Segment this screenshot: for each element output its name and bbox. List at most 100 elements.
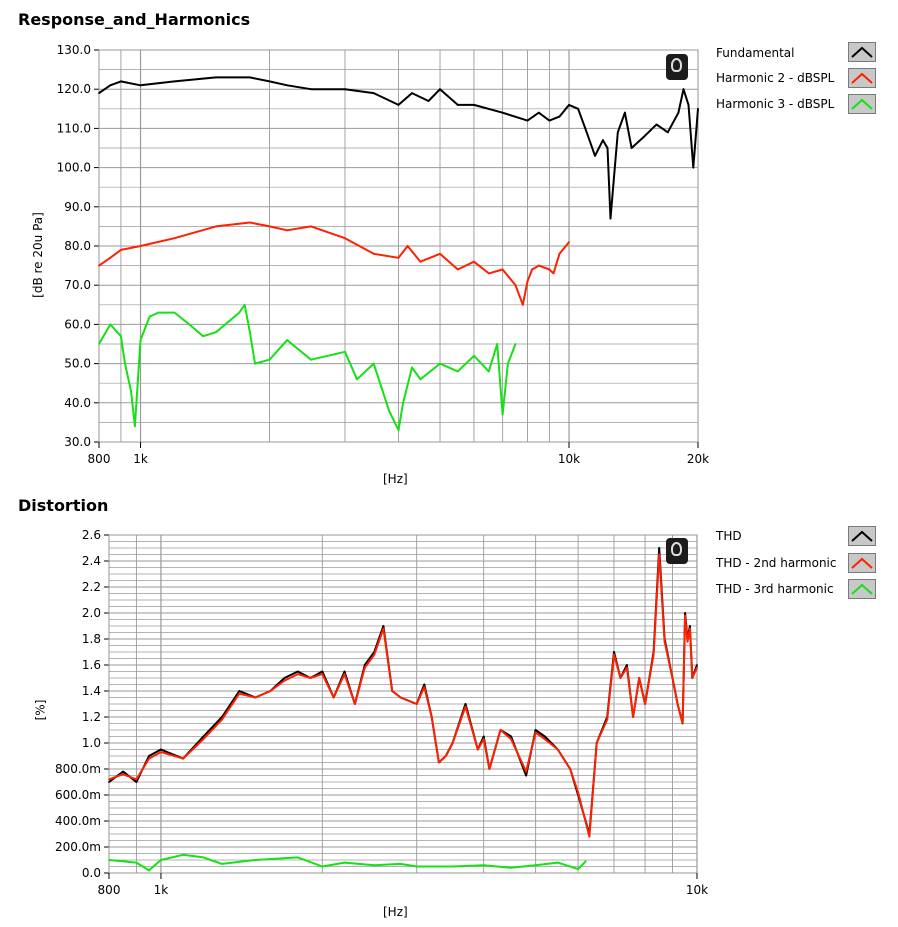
data-point [139,84,142,87]
data-point [332,696,335,699]
data-point [456,370,459,373]
y-tick-label: 130.0 [57,43,91,57]
legend-swatch-red[interactable] [848,553,876,573]
data-point [510,866,512,869]
data-point [160,859,162,861]
data-point [382,627,385,630]
data-point [543,738,546,740]
data-point [543,735,546,738]
data-point [98,264,100,267]
data-point [399,863,402,865]
x-tick-label: 1k [133,452,148,466]
y-tick-label: 600.0m [55,788,101,802]
data-point [397,104,400,106]
data-point [663,640,666,643]
data-point [286,84,289,87]
data-point [692,166,695,169]
data-point [584,860,587,863]
legend-swatch-green[interactable] [848,94,876,114]
data-point [488,768,491,770]
y-tick-label: 2.6 [82,528,101,542]
y-axis-label-response: [dB re 20u Pa] [31,212,45,298]
legend-item-harmonic-3: Harmonic 3 - dBSPL [716,97,835,111]
x-tick-label: 10k [686,883,708,897]
legend-swatch-red[interactable] [848,68,876,88]
data-point [556,861,559,864]
data-point [496,343,499,345]
data-point [569,768,572,770]
data-point [269,690,272,692]
y-tick-label: 2.2 [82,580,101,594]
data-point [464,705,467,708]
data-point [594,154,596,157]
data-point [456,104,459,106]
data-point [638,677,641,679]
data-point [487,272,490,275]
legend-swatch-green[interactable] [848,579,876,599]
data-point [254,696,257,699]
legend-swatch-black[interactable] [848,42,876,62]
data-point [109,84,112,87]
data-point [643,135,646,138]
data-point [160,748,162,751]
data-point [521,303,524,306]
data-point [423,686,426,688]
data-point [676,703,679,705]
help-icon[interactable] [666,538,688,564]
data-point [268,225,271,228]
data-point [344,350,346,353]
y-tick-label: 50.0 [64,357,91,371]
data-point [473,104,475,106]
data-point [391,690,394,692]
data-point [482,735,485,738]
data-point [134,425,136,428]
data-point [438,761,440,764]
help-icon[interactable] [666,54,688,80]
data-point [354,703,356,705]
y-tick-label: 2.0 [82,606,101,620]
data-point [406,245,409,247]
data-point [160,751,162,753]
data-point [682,88,685,91]
data-point [558,252,561,255]
y-tick-label: 40.0 [64,396,91,410]
data-point [202,335,205,338]
data-point [666,131,669,134]
data-point [415,703,418,705]
legend-item-harmonic-2: Harmonic 2 - dBSPL [716,71,835,85]
x-axis-label-distortion: [Hz] [383,905,408,919]
data-point [602,139,604,142]
data-point [632,716,634,718]
data-point [238,311,241,314]
data-point [525,774,527,777]
data-point [310,88,312,91]
data-point [537,111,540,114]
data-point [343,861,346,864]
data-point [684,614,686,617]
data-point [254,859,257,861]
data-point [577,868,579,870]
data-point [286,229,289,232]
data-point [372,362,375,365]
data-point [487,370,490,373]
data-point [124,362,126,365]
data-point [510,735,512,738]
x-axis-label-response: [Hz] [383,472,408,486]
y-tick-label: 1.6 [82,658,101,672]
data-point [238,692,241,695]
legend-swatch-black[interactable] [848,526,876,546]
data-point [182,853,185,856]
y-tick-label: 1.4 [82,684,101,698]
data-point [419,378,422,381]
data-point [182,757,185,760]
x-tick-label: 800 [88,452,111,466]
data-point [585,131,588,134]
y-tick-label: 2.4 [82,554,101,568]
data-point [120,249,122,251]
data-point [501,111,504,114]
data-point [606,718,609,721]
data-point [283,679,286,682]
data-point [356,378,358,381]
y-tick-label: 1.0 [82,736,101,750]
